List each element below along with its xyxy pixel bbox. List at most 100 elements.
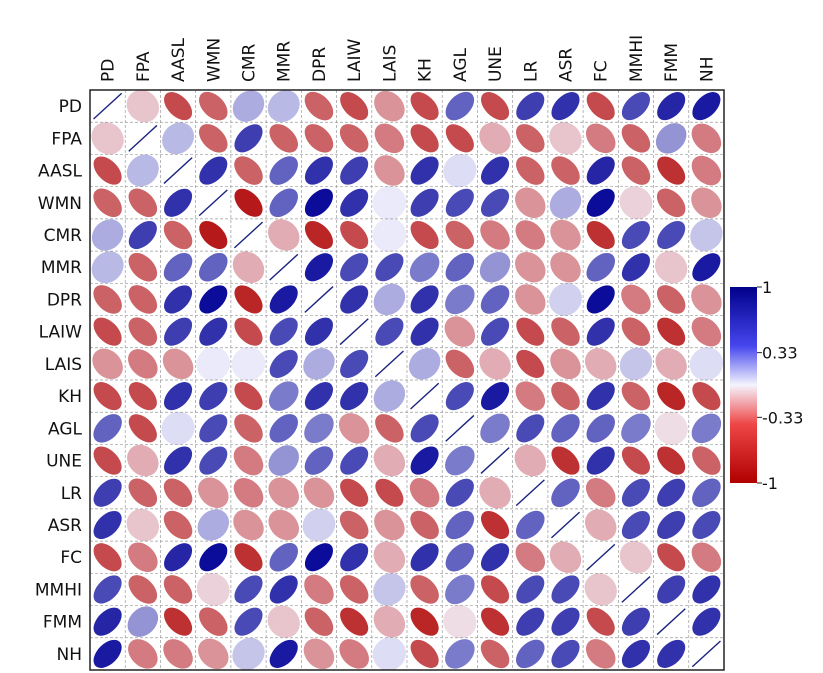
cell-dpr-laiw — [340, 285, 369, 314]
cell-cmr-fc — [586, 220, 615, 250]
column-label-pd: PD — [99, 59, 119, 82]
cell-nh-une — [480, 639, 510, 669]
cell-une-mmr — [268, 445, 299, 476]
column-label-nh: NH — [697, 57, 717, 83]
cell-wmn-kh — [410, 188, 439, 217]
cell-aasl-mmr — [269, 156, 298, 185]
cell-aasl-une — [480, 156, 510, 185]
row-label-kh: KH — [58, 387, 82, 407]
cell-laiw-lr — [516, 317, 545, 346]
cell-wmn-fmm — [656, 188, 686, 218]
cell-laiw-cmr — [234, 317, 263, 346]
cell-aasl-pd — [93, 156, 122, 185]
cell-fmm-mmr — [267, 605, 300, 638]
cell-laiw-dpr — [304, 317, 334, 346]
cell-asr-cmr — [233, 509, 264, 541]
colorbar-ticks: 1 0.33 -0.33 -1 — [757, 278, 803, 493]
cell-fmm-pd — [93, 607, 122, 636]
cell-fpa-dpr — [304, 124, 334, 153]
cell-lais-lais-diagonal — [374, 350, 404, 378]
colorbar-tick-label: 1 — [762, 278, 772, 297]
cell-agl-asr — [551, 414, 580, 443]
cell-une-fpa — [127, 444, 159, 477]
cell-cmr-agl — [445, 220, 475, 250]
row-label-laiw: LAIW — [39, 323, 83, 343]
cell-wmn-pd — [93, 188, 122, 218]
cell-lr-dpr — [303, 477, 335, 509]
cell-nh-kh — [410, 639, 439, 668]
cell-asr-pd — [93, 510, 122, 540]
cell-aasl-wmn — [199, 156, 228, 185]
cell-asr-kh — [410, 510, 439, 540]
cell-lais-pd — [92, 348, 123, 380]
column-label-fc: FC — [592, 60, 612, 82]
cell-laiw-pd — [93, 317, 122, 346]
cell-mmr-pd — [91, 251, 124, 284]
cell-fmm-wmn — [199, 607, 228, 636]
cell-lr-cmr — [233, 478, 264, 508]
cell-une-une-diagonal — [480, 447, 510, 474]
cell-lr-pd — [93, 478, 122, 507]
cell-aasl-kh — [410, 156, 439, 185]
cell-fmm-asr — [551, 607, 580, 636]
cell-dpr-fmm — [656, 285, 686, 314]
cell-wmn-une — [480, 188, 510, 217]
cell-fc-dpr — [304, 543, 334, 572]
cell-lais-agl — [445, 349, 475, 379]
cell-agl-agl-diagonal — [445, 414, 475, 442]
cell-laiw-mmhi — [621, 317, 651, 346]
cell-fpa-laiw — [339, 124, 369, 153]
cell-pd-agl — [445, 91, 475, 121]
cell-wmn-nh — [691, 187, 722, 219]
cell-fmm-fmm-diagonal — [656, 608, 686, 636]
cell-dpr-agl — [445, 284, 475, 315]
cell-fpa-agl — [445, 124, 474, 153]
cell-fc-fc-diagonal — [586, 543, 616, 571]
cell-fc-une — [480, 543, 510, 572]
row-label-lais: LAIS — [45, 355, 82, 375]
cell-agl-aasl — [161, 411, 195, 445]
cell-asr-lr — [516, 510, 545, 540]
cell-une-pd — [93, 446, 122, 475]
cell-lais-nh — [689, 347, 724, 381]
cell-agl-nh — [691, 413, 722, 444]
cell-aasl-agl — [443, 153, 477, 188]
cell-laiw-laiw-diagonal — [339, 318, 369, 346]
cell-kh-lais — [373, 380, 406, 412]
cell-mmhi-fpa — [128, 575, 158, 604]
cell-mmr-nh — [692, 253, 721, 282]
cell-cmr-mmr — [268, 219, 300, 251]
cell-pd-mmr — [267, 90, 300, 123]
cell-laiw-mmr — [269, 317, 298, 346]
cell-lr-wmn — [198, 477, 229, 509]
cell-fmm-cmr — [234, 607, 263, 636]
cell-pd-laiw — [340, 92, 369, 121]
matrix-gridlines — [90, 90, 724, 670]
cell-agl-pd — [93, 414, 122, 443]
cell-fpa-une — [479, 122, 511, 155]
cell-agl-dpr — [304, 413, 334, 444]
cell-cmr-cmr-diagonal — [233, 221, 264, 249]
cell-laiw-fmm — [657, 317, 686, 346]
cell-cmr-fpa — [128, 220, 157, 250]
cell-une-aasl — [163, 446, 193, 475]
cell-nh-wmn — [198, 638, 229, 670]
column-label-cmr: CMR — [240, 43, 260, 82]
cell-asr-nh — [692, 510, 721, 540]
cell-fc-aasl — [163, 543, 193, 572]
cell-fc-kh — [410, 543, 439, 572]
cell-mmhi-asr — [551, 575, 580, 604]
cell-fc-lais — [373, 541, 406, 573]
cell-pd-cmr — [232, 90, 265, 122]
colorbar-tick-label: -1 — [762, 474, 778, 493]
cell-mmhi-fmm — [657, 575, 686, 604]
cell-laiw-fc — [586, 317, 615, 346]
cell-une-agl — [445, 445, 475, 476]
cell-mmr-cmr — [232, 251, 265, 283]
cell-aasl-mmhi — [621, 156, 651, 185]
cell-cmr-lr — [515, 220, 546, 250]
cell-wmn-fc — [586, 188, 615, 217]
cell-wmn-fpa — [128, 188, 158, 218]
cell-fmm-mmhi — [621, 607, 651, 636]
